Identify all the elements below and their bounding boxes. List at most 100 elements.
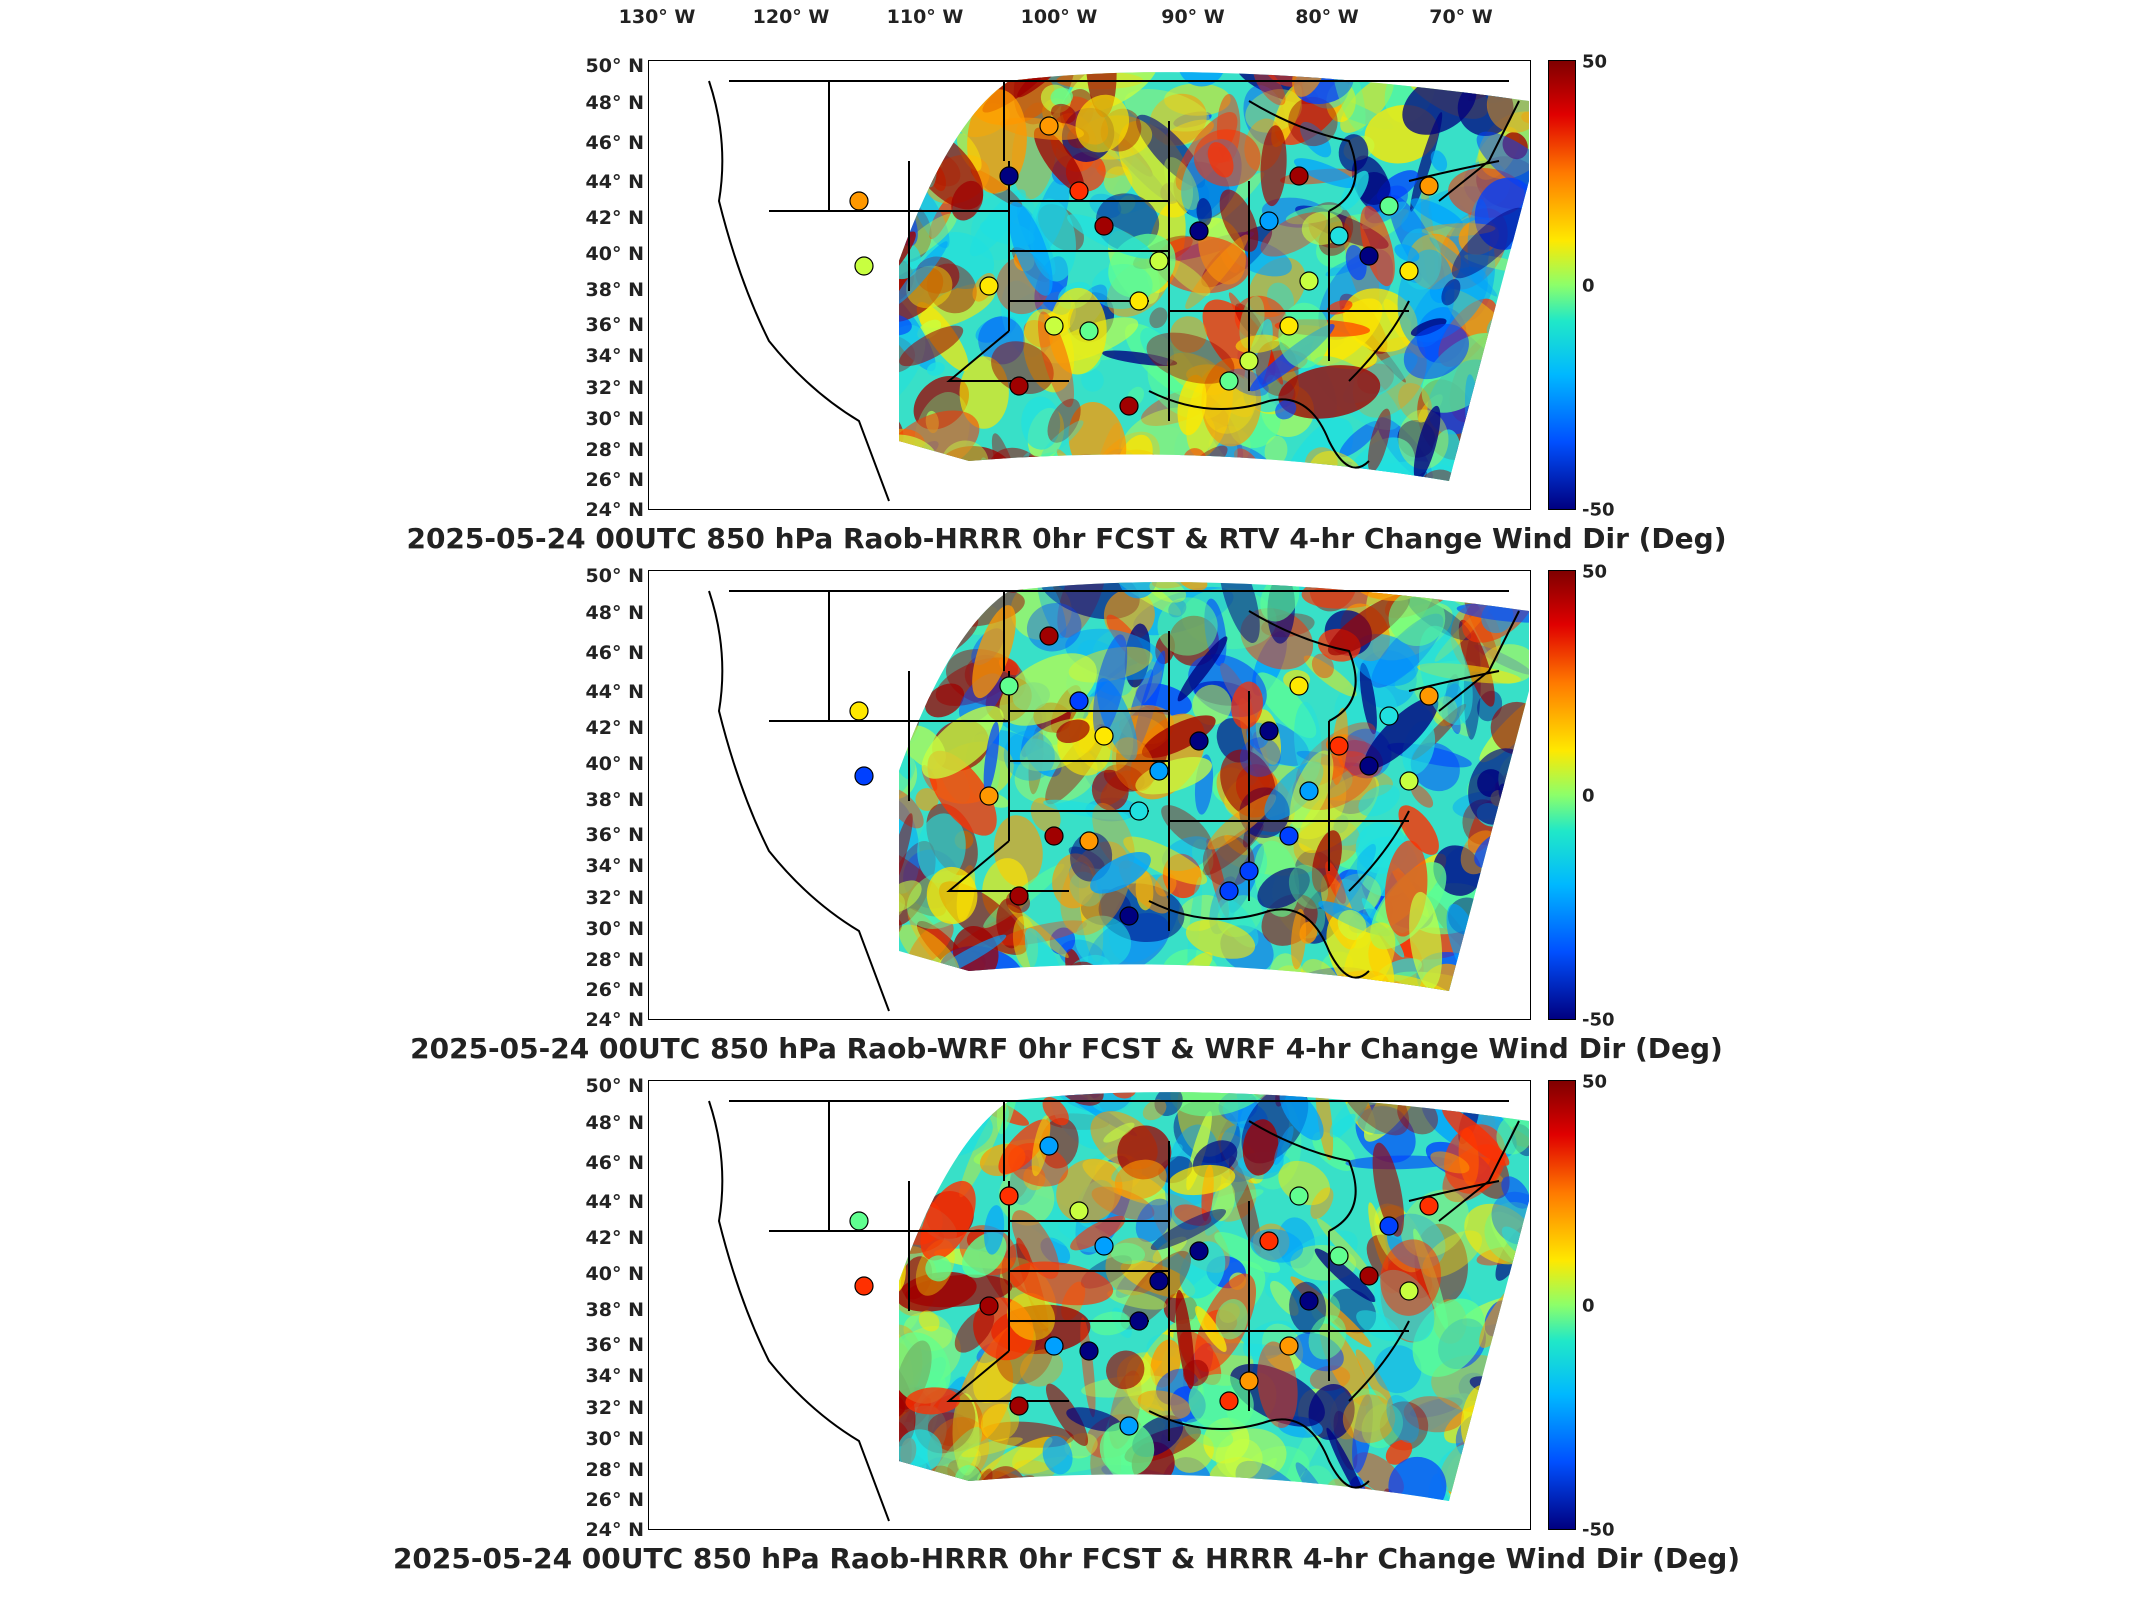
lat-label: 26° N — [585, 1489, 644, 1511]
field-blob — [1050, 87, 1073, 107]
raob-station-marker — [1399, 1281, 1419, 1301]
field-blob — [1218, 582, 1260, 643]
field-blob — [760, 1360, 815, 1397]
raob-station-marker — [1189, 731, 1209, 751]
raob-station-marker — [1329, 736, 1349, 756]
field-blob — [726, 799, 774, 845]
field-blob — [1521, 111, 1529, 124]
raob-station-marker — [1219, 371, 1239, 391]
field-blob — [695, 333, 775, 415]
raob-station-marker — [1279, 826, 1299, 846]
field-blob — [1003, 730, 1055, 781]
field-blob — [649, 1268, 681, 1322]
field-blob — [1092, 802, 1135, 869]
raob-station-marker — [999, 1186, 1019, 1206]
lat-label: 38° N — [585, 279, 644, 301]
coastline-and-borders — [708, 1100, 1520, 1522]
raob-station-marker — [1094, 726, 1114, 746]
raob-station-marker — [1279, 316, 1299, 336]
field-blob — [1224, 1438, 1263, 1480]
field-blob — [917, 813, 966, 884]
boundary-line — [1348, 610, 1520, 892]
field-blob — [1441, 279, 1461, 306]
field-blob — [747, 695, 812, 762]
field-blob — [1221, 492, 1241, 509]
field-blob — [959, 1100, 1007, 1198]
wind-direction-field — [649, 571, 1529, 1019]
field-blob — [855, 989, 961, 1019]
field-blob — [818, 87, 860, 145]
map-panel — [648, 570, 1531, 1020]
field-blob — [1215, 1299, 1248, 1340]
field-blob — [712, 624, 783, 695]
field-blob — [799, 448, 875, 509]
field-blob — [1099, 1421, 1155, 1477]
field-blob — [927, 362, 945, 376]
field-blob — [1293, 158, 1357, 189]
field-blob — [982, 1487, 1032, 1501]
field-blob — [1009, 1261, 1114, 1306]
field-blob — [1358, 784, 1400, 817]
field-blob — [771, 296, 809, 332]
field-blob — [649, 910, 719, 1014]
field-blob — [1257, 867, 1310, 909]
field-blob — [1185, 919, 1256, 959]
field-blob — [760, 1496, 803, 1529]
field-blob — [782, 1116, 841, 1158]
field-blob — [1501, 1176, 1529, 1209]
field-blob — [774, 774, 827, 832]
map-canvas — [684, 61, 1529, 509]
field-blob — [1162, 468, 1186, 481]
field-blob — [899, 1121, 902, 1185]
field-blob — [692, 423, 781, 509]
field-blob — [705, 172, 752, 224]
field-blob — [754, 405, 829, 502]
field-blob — [773, 1293, 818, 1346]
field-blob — [768, 76, 817, 182]
boundary-line — [1148, 1410, 1370, 1489]
field-blob — [1185, 234, 1249, 309]
field-blob — [1183, 1359, 1209, 1387]
lat-label: 38° N — [585, 1299, 644, 1321]
field-blob — [649, 1324, 671, 1377]
field-blob — [649, 1114, 719, 1189]
raob-station-marker — [1009, 376, 1029, 396]
field-blob — [649, 918, 702, 969]
raob-station-marker — [1039, 626, 1059, 646]
field-blob — [921, 982, 970, 991]
field-blob — [751, 61, 814, 144]
boundary-line — [1168, 1141, 1409, 1441]
field-blob — [684, 436, 763, 509]
field-blob — [748, 774, 808, 813]
field-blob — [772, 1284, 827, 1332]
field-blob — [1502, 1354, 1529, 1389]
colorbar-max-label: 50 — [1582, 51, 1608, 73]
field-blob — [700, 156, 779, 237]
field-blob — [1203, 373, 1257, 434]
colorbar-max-label: 50 — [1582, 561, 1608, 583]
field-blob — [1456, 603, 1529, 623]
field-blob — [1103, 1122, 1135, 1143]
field-blob — [772, 200, 818, 244]
lat-label: 40° N — [585, 243, 644, 265]
field-blob — [899, 1153, 916, 1186]
field-blob — [899, 582, 923, 634]
field-blob — [1475, 883, 1528, 944]
coastline-and-borders — [708, 80, 1520, 502]
field-blob — [1386, 1394, 1419, 1444]
field-blob — [649, 1319, 728, 1423]
lat-label: 34° N — [585, 345, 644, 367]
field-blob — [696, 392, 770, 497]
field-blob — [1264, 435, 1288, 466]
raob-station-marker — [1299, 271, 1319, 291]
field-blob — [840, 1418, 868, 1470]
field-blob — [937, 971, 1019, 991]
colorbar-max-label: 50 — [1582, 1071, 1608, 1093]
raob-station-marker — [1149, 1271, 1169, 1291]
field-blob — [1487, 969, 1529, 991]
field-blob — [787, 1492, 873, 1529]
field-blob — [715, 571, 767, 604]
field-blob — [801, 418, 862, 509]
field-blob — [715, 1486, 763, 1512]
field-blob — [1007, 904, 1069, 958]
